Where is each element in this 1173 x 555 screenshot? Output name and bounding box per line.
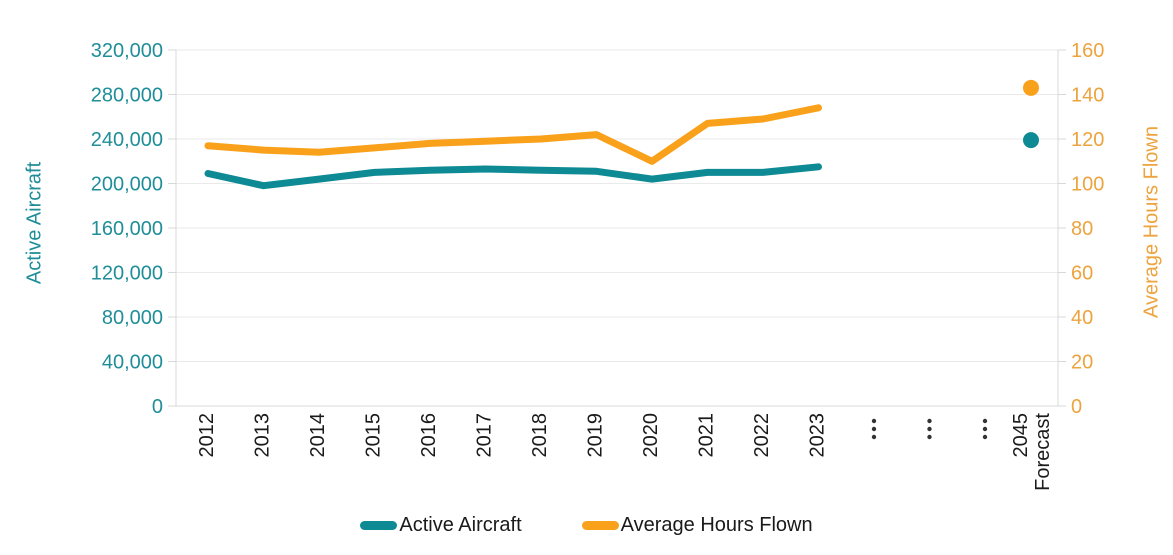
left-axis-tick-label: 40,000 [102,352,163,374]
legend-item-average-hours-flown[interactable]: Average Hours Flown [581,513,813,537]
gap-ellipsis-dot [871,426,877,432]
series-line-average-hours-flown [204,104,822,165]
x-axis-label: 2020 [640,413,662,458]
right-axis-tick-label: 160 [1071,40,1104,62]
x-axis-label: 2018 [529,413,551,458]
x-axis-label: 2014 [307,413,329,458]
gap-ellipsis-dot [871,418,877,424]
x-axis-label-forecast-word: Forecast [1032,413,1054,491]
x-axis-label: 2012 [196,413,218,458]
x-axis-label: 2017 [474,413,496,458]
gap-ellipsis-dot [871,434,877,440]
x-axis-label: 2013 [252,413,274,458]
x-axis-label: 2015 [363,413,385,458]
right-axis-tick-label: 60 [1071,263,1093,285]
right-axis-tick-label: 140 [1071,85,1104,107]
gap-ellipsis-dot [927,434,932,440]
x-axis-label: 2019 [585,413,607,458]
right-axis-tick-label: 0 [1071,396,1082,418]
left-axis-tick-label: 320,000 [91,40,163,62]
legend: Active Aircraft Average Hours Flown [0,509,1173,541]
left-axis-tick-label: 240,000 [91,129,163,151]
left-axis-tick-label: 120,000 [91,263,163,285]
x-axis-label: 2016 [418,413,440,458]
right-axis-tick-label: 20 [1071,352,1093,374]
legend-item-active-aircraft[interactable]: Active Aircraft [360,513,522,537]
gap-ellipsis-dot [927,426,932,432]
gap-ellipsis-dot [927,418,932,424]
forecast-dot-active-aircraft [1023,132,1039,149]
right-axis-tick-label: 40 [1071,307,1093,329]
series-line-active-aircraft [204,163,822,190]
left-axis-tick-label: 160,000 [91,218,163,240]
left-axis-tick-label: 280,000 [91,85,163,107]
x-axis-label: 2023 [807,413,829,458]
left-axis-tick-label: 0 [152,396,163,418]
left-axis-tick-label: 80,000 [102,307,163,329]
x-axis-label-forecast-year: 2045 [1010,413,1032,458]
gap-ellipsis-dot [982,426,988,432]
left-axis-tick-label: 200,000 [91,174,163,196]
legend-swatch-active-aircraft [360,520,398,530]
legend-label-active-aircraft: Active Aircraft [399,513,522,536]
right-axis-tick-label: 120 [1071,129,1104,151]
right-axis-tick-label: 80 [1071,218,1093,240]
x-axis-label: 2022 [751,413,773,458]
legend-swatch-average-hours-flown [581,520,619,530]
right-axis-tick-label: 100 [1071,174,1104,196]
gap-ellipsis-dot [982,418,988,424]
forecast-dot-average-hours-flown [1023,79,1039,96]
x-axis-label: 2021 [696,413,718,458]
legend-label-average-hours-flown: Average Hours Flown [620,513,813,536]
gap-ellipsis-dot [982,434,988,440]
